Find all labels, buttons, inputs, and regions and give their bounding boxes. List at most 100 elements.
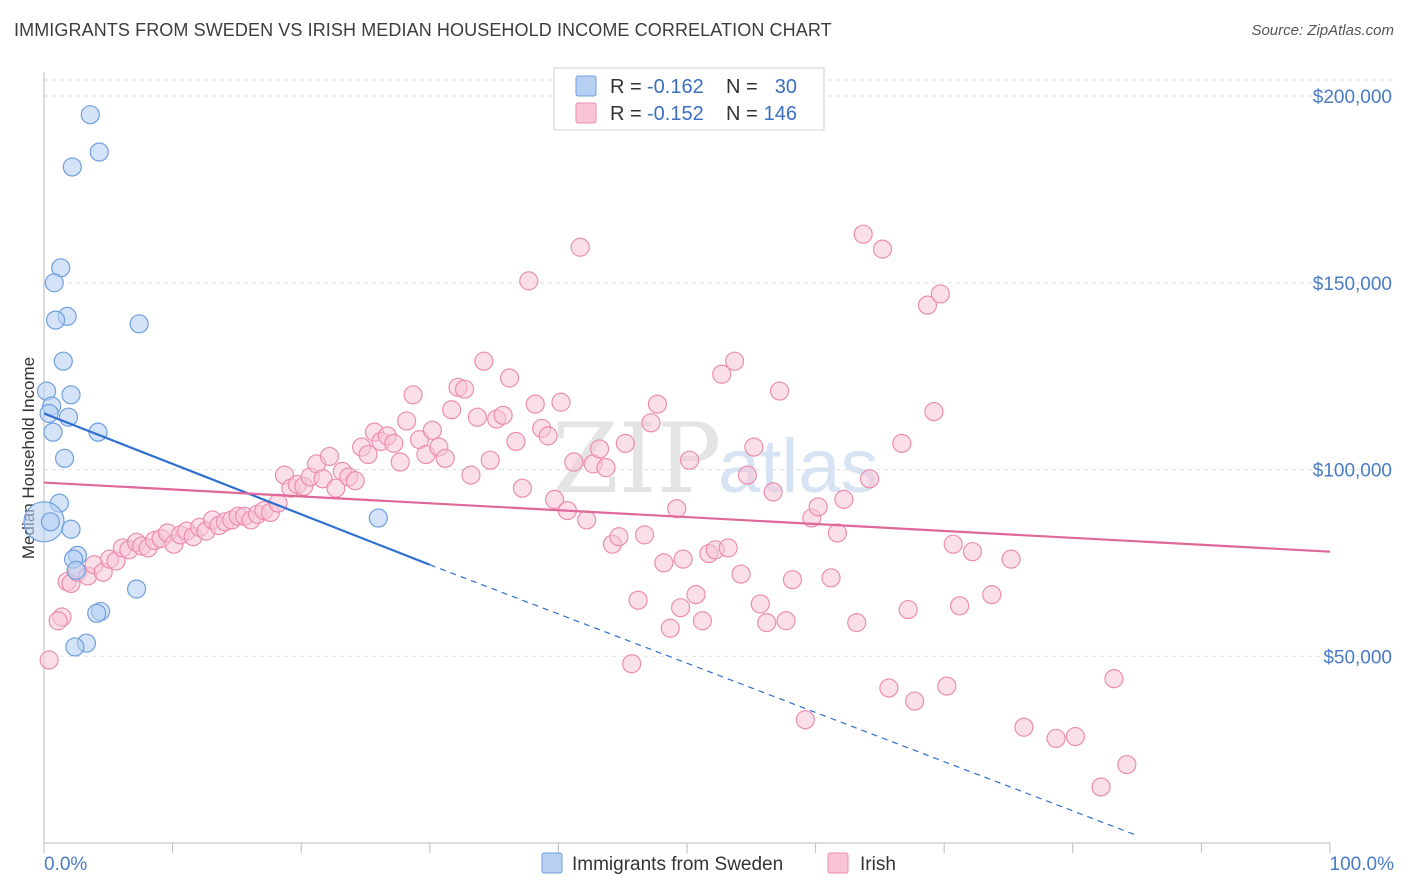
irish-point	[744, 437, 764, 457]
irish-r-label: R =	[610, 103, 642, 125]
irish-point	[564, 452, 584, 472]
irish-point	[898, 599, 918, 620]
irish-point	[670, 598, 691, 618]
irish-point	[615, 433, 635, 453]
irish-point	[480, 450, 500, 470]
irish-point	[847, 613, 867, 633]
irish-series-swatch	[827, 852, 849, 874]
irish-point	[358, 444, 378, 465]
irish-point	[1014, 717, 1034, 737]
irish-point	[538, 426, 558, 446]
sweden-point	[89, 142, 109, 162]
sweden-point	[66, 560, 86, 580]
irish-point	[853, 224, 873, 244]
y-tick-label: $100,000	[1313, 461, 1392, 482]
irish-point	[422, 420, 442, 440]
irish-point	[712, 364, 732, 384]
irish-point	[506, 431, 526, 452]
irish-point	[525, 394, 545, 414]
sweden-point	[54, 448, 75, 468]
irish-point	[795, 710, 815, 730]
irish-point	[860, 469, 880, 489]
irish-point	[397, 411, 417, 431]
irish-point	[641, 413, 661, 433]
irish-r-value: -0.152	[647, 103, 704, 125]
irish-point	[544, 489, 565, 509]
irish-point	[673, 549, 693, 569]
irish-point	[667, 499, 687, 519]
sweden-point	[43, 422, 63, 442]
irish-point	[750, 594, 770, 614]
irish-point	[634, 525, 655, 545]
irish-point	[577, 510, 597, 530]
irish-point	[1065, 726, 1085, 747]
irish-point	[493, 405, 513, 425]
irish-legend-swatch	[575, 102, 597, 124]
irish-point	[570, 237, 590, 257]
sweden-series-label: Immigrants from Sweden	[572, 854, 783, 875]
sweden-n-label: N =	[726, 76, 758, 98]
irish-n-value: 146	[764, 103, 797, 125]
sweden-n-value: 30	[775, 76, 797, 98]
source-label: Source: ZipAtlas.com	[1251, 22, 1394, 39]
irish-trend-line	[43, 481, 1331, 553]
irish-point	[950, 596, 970, 616]
stats-legend: R = -0.162 N = 30 R = -0.152 N = 146	[553, 67, 825, 131]
series-legend: Immigrants from Sweden Irish	[541, 852, 896, 875]
irish-point	[48, 611, 68, 631]
irish-point	[834, 489, 854, 509]
irish-point	[442, 400, 462, 420]
irish-point	[962, 542, 983, 562]
irish-point	[724, 351, 745, 371]
irish-points	[39, 224, 1137, 797]
sweden-point	[39, 403, 59, 424]
irish-point	[757, 613, 777, 633]
stats-legend-box	[553, 67, 825, 131]
irish-point	[551, 392, 571, 412]
sweden-series-swatch	[541, 852, 563, 874]
irish-point	[769, 381, 790, 401]
sweden-r-label: R =	[610, 76, 642, 98]
irish-series-label: Irish	[860, 854, 896, 875]
irish-point	[905, 691, 925, 711]
sweden-point	[45, 310, 66, 330]
irish-point	[1104, 669, 1124, 689]
irish-point	[679, 450, 700, 470]
irish-point	[930, 284, 950, 304]
irish-point	[718, 538, 738, 558]
irish-point	[737, 465, 758, 485]
sweden-point	[61, 519, 81, 539]
x-tick-labels: 0.0% 100.0%	[44, 854, 1394, 875]
x-tick-label: 100.0%	[1330, 854, 1395, 875]
irish-point	[892, 433, 912, 453]
irish-point	[1001, 549, 1021, 569]
sweden-point	[40, 512, 61, 532]
irish-point	[589, 439, 610, 459]
irish-point	[1046, 728, 1066, 749]
irish-point	[937, 676, 957, 696]
irish-point	[461, 465, 481, 485]
sweden-point	[62, 157, 82, 177]
sweden-point	[87, 603, 107, 623]
irish-point	[390, 452, 410, 472]
chart-title: IMMIGRANTS FROM SWEDEN VS IRISH MEDIAN H…	[14, 20, 832, 40]
irish-point	[1117, 754, 1137, 775]
sweden-point	[368, 508, 388, 528]
sweden-point	[129, 314, 149, 334]
irish-point	[982, 585, 1002, 605]
x-tick-label: 0.0%	[44, 854, 87, 875]
irish-point	[467, 407, 487, 427]
irish-point	[596, 458, 616, 478]
irish-point	[821, 568, 841, 588]
sweden-trend-extension	[429, 564, 1138, 837]
irish-point	[435, 448, 455, 468]
irish-point	[660, 618, 680, 638]
sweden-trend-line	[43, 412, 431, 566]
irish-point	[512, 478, 532, 498]
sweden-point	[126, 579, 147, 599]
irish-point	[917, 295, 938, 315]
irish-point	[782, 570, 803, 590]
irish-point	[384, 433, 404, 453]
irish-point	[827, 523, 848, 543]
irish-point	[1091, 777, 1111, 797]
